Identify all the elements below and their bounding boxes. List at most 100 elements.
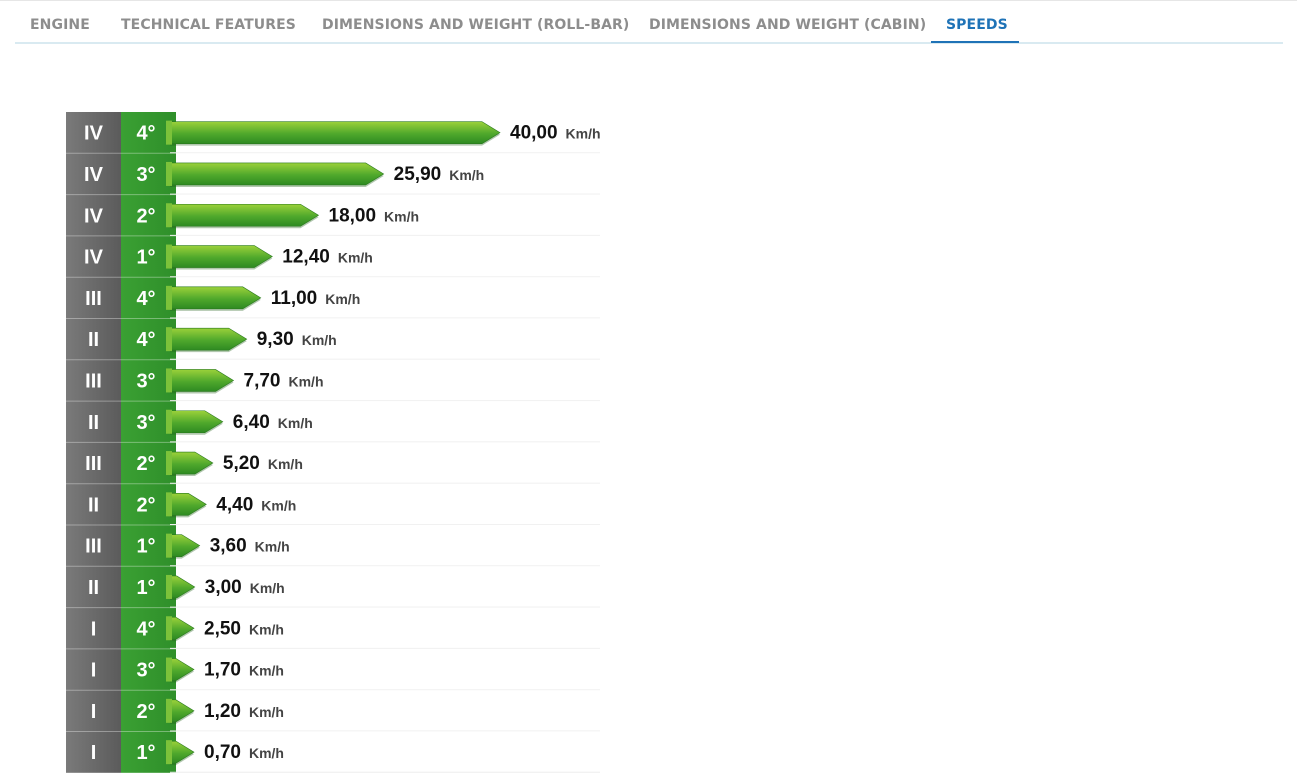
bar-lip [166, 574, 172, 599]
speed-value: 6,40 [233, 412, 270, 433]
speed-bar [169, 534, 201, 557]
spec-tabs: ENGINE TECHNICAL FEATURES DIMENSIONS AND… [15, 0, 1283, 44]
speed-value: 5,20 [223, 453, 260, 474]
top-border [0, 0, 1297, 1]
speed-value: 7,70 [244, 370, 281, 391]
range-label: IV [84, 164, 104, 186]
bar-lip [166, 161, 172, 186]
speeds-chart: IV 4° 40,00 Km/h IV 3° 25,90 Km/h IV 2° 18,00 Km/h I… [66, 112, 601, 773]
speed-bar [169, 162, 385, 186]
range-label: III [85, 453, 102, 475]
tab-speeds[interactable]: SPEEDS [946, 17, 1008, 33]
speed-unit: Km/h [302, 332, 337, 348]
gear-label: 4° [136, 288, 155, 310]
range-label: III [85, 370, 102, 392]
tab-dimensions-cabin[interactable]: DIMENSIONS AND WEIGHT (CABIN) [649, 17, 927, 33]
range-label: I [91, 742, 97, 764]
gear-label: 1° [136, 536, 155, 558]
range-label: IV [84, 123, 104, 145]
speed-unit: Km/h [566, 126, 601, 142]
speed-bar [169, 203, 320, 227]
range-label: II [88, 329, 99, 351]
gear-label: 3° [136, 660, 155, 682]
speed-unit: Km/h [268, 456, 303, 472]
bar-lip [166, 740, 172, 765]
speed-unit: Km/h [250, 580, 285, 596]
tab-dimensions-roll-bar[interactable]: DIMENSIONS AND WEIGHT (ROLL-BAR) [322, 17, 630, 33]
speed-value: 2,50 [204, 618, 241, 639]
range-label: II [88, 494, 99, 516]
speed-unit: Km/h [278, 415, 313, 431]
gear-label: 1° [136, 742, 155, 764]
speed-unit: Km/h [249, 621, 284, 637]
bar-lip [166, 492, 172, 517]
gear-label: 2° [136, 205, 155, 227]
bar-lip [166, 203, 172, 228]
bar-lip [166, 698, 172, 723]
range-column [66, 112, 121, 773]
gear-label: 4° [136, 329, 155, 351]
bar-lip [166, 285, 172, 310]
speed-value: 25,90 [394, 164, 442, 185]
gear-label: 1° [136, 577, 155, 599]
bar-lip [166, 657, 172, 682]
bar-lip [166, 368, 172, 393]
speed-unit: Km/h [325, 291, 360, 307]
speed-value: 9,30 [257, 329, 294, 350]
speed-value: 1,70 [204, 660, 241, 681]
speed-unit: Km/h [261, 497, 296, 513]
speed-value: 11,00 [271, 288, 318, 309]
speed-unit: Km/h [384, 208, 419, 224]
range-label: III [85, 536, 102, 558]
gear-label: 4° [136, 123, 155, 145]
range-label: I [91, 660, 97, 682]
speed-value: 18,00 [329, 205, 377, 226]
range-label: I [91, 618, 97, 640]
gear-label: 3° [136, 370, 155, 392]
speed-unit: Km/h [249, 704, 284, 720]
gear-label: 3° [136, 164, 155, 186]
speed-unit: Km/h [289, 373, 324, 389]
speed-value: 4,40 [216, 494, 253, 515]
range-label: II [88, 412, 99, 434]
speed-value: 1,20 [204, 701, 241, 722]
speed-bar [169, 121, 501, 144]
bar-lip [166, 451, 172, 476]
speed-bar [169, 245, 273, 268]
gear-label: 2° [136, 494, 155, 516]
range-label: IV [84, 247, 104, 269]
active-tab-indicator [931, 41, 1019, 43]
bar-lip [166, 616, 172, 641]
speed-value: 0,70 [204, 742, 241, 763]
speed-value: 3,00 [205, 577, 242, 598]
tab-technical-features[interactable]: TECHNICAL FEATURES [121, 17, 296, 33]
tab-engine[interactable]: ENGINE [30, 17, 90, 33]
bar-lip [166, 533, 172, 558]
speed-unit: Km/h [449, 167, 484, 183]
range-label: I [91, 701, 97, 723]
speed-unit: Km/h [255, 539, 290, 555]
speed-bar [169, 575, 196, 599]
speed-unit: Km/h [249, 745, 284, 761]
gear-label: 3° [136, 412, 155, 434]
range-label: II [88, 577, 99, 599]
bar-lip [166, 120, 172, 145]
gear-label: 2° [136, 701, 155, 723]
gear-label: 1° [136, 247, 155, 269]
speed-value: 40,00 [510, 123, 558, 144]
bar-lip [166, 327, 172, 352]
range-label: IV [84, 205, 104, 227]
speed-bar [169, 286, 262, 310]
speed-value: 3,60 [210, 536, 247, 557]
speed-bar [169, 410, 224, 434]
range-label: III [85, 288, 102, 310]
speed-bar [169, 451, 214, 475]
gear-label: 4° [136, 618, 155, 640]
speed-value: 12,40 [282, 247, 330, 268]
gear-label: 2° [136, 453, 155, 475]
speed-bar [169, 493, 207, 516]
speed-unit: Km/h [338, 250, 373, 266]
bar-lip [166, 409, 172, 434]
bar-lip [166, 244, 172, 269]
speed-unit: Km/h [249, 663, 284, 679]
